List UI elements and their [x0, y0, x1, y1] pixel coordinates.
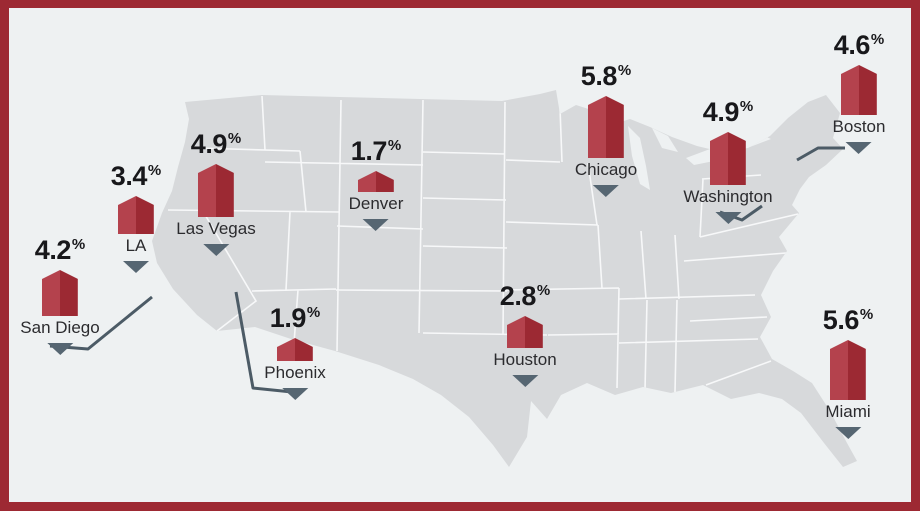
location-pointer-icon — [123, 260, 149, 273]
value-label: 4.2 % — [35, 237, 85, 264]
value-column-bar — [276, 338, 313, 361]
value-number: 4.6 — [833, 30, 871, 60]
value-number: 1.7 — [350, 136, 388, 166]
value-label: 5.6 % — [823, 307, 873, 334]
percent-sign: % — [71, 236, 86, 253]
lake-huron — [652, 128, 678, 152]
location-pointer-icon — [282, 387, 308, 400]
location-pointer-icon — [593, 184, 619, 197]
value-label: 1.9 % — [270, 305, 320, 332]
city-label: Washington — [683, 187, 773, 206]
marker-column-group: 4.6 % — [834, 32, 884, 115]
value-number: 1.9 — [269, 303, 307, 333]
city-label: Las Vegas — [176, 219, 256, 238]
marker-label-group: Las Vegas — [176, 219, 256, 256]
percent-sign: % — [227, 130, 242, 147]
value-column-bar — [197, 164, 234, 217]
marker-column-group: 1.9 % — [270, 305, 320, 361]
city-label: LA — [125, 236, 147, 255]
value-column-bar — [506, 316, 543, 348]
city-label: Phoenix — [264, 363, 326, 382]
marker-label-group: Houston — [493, 350, 557, 387]
value-column-bar — [357, 171, 394, 192]
value-label: 1.7 % — [351, 138, 401, 165]
marker-column-group: 5.6 % — [823, 307, 873, 400]
percent-sign: % — [739, 98, 754, 115]
city-label: Houston — [493, 350, 557, 369]
marker-label-group: Boston — [832, 117, 886, 154]
city-label: Miami — [825, 402, 871, 421]
marker-label-group: Washington — [683, 187, 773, 224]
marker-label-group: Chicago — [575, 160, 637, 197]
value-column-bar — [587, 96, 624, 158]
location-pointer-icon — [46, 342, 73, 355]
location-pointer-icon — [715, 211, 741, 224]
marker-label-group: Miami — [825, 402, 871, 439]
percent-sign: % — [859, 306, 874, 323]
city-label: Boston — [832, 117, 886, 136]
value-column-bar — [41, 270, 78, 316]
marker-label-group: Denver — [348, 194, 404, 231]
value-column-bar — [829, 340, 866, 400]
us-map-silhouette — [152, 90, 857, 467]
location-pointer-icon — [846, 141, 872, 154]
location-pointer-icon — [203, 243, 229, 256]
lake-michigan — [628, 126, 650, 190]
marker-label-group: San Diego — [20, 318, 100, 355]
marker-label-group: Phoenix — [264, 363, 326, 400]
value-column-bar — [709, 132, 746, 185]
marker-column-group: 1.7 % — [351, 138, 401, 192]
percent-sign: % — [147, 162, 162, 179]
value-label: 4.6 % — [834, 32, 884, 59]
value-number: 3.4 — [110, 161, 148, 191]
value-label: 4.9 % — [703, 99, 753, 126]
value-column-bar — [117, 196, 154, 234]
leader-line-phoenix — [234, 291, 293, 394]
value-number: 4.2 — [34, 235, 72, 265]
location-pointer-icon — [835, 426, 861, 439]
value-label: 3.4 % — [111, 163, 161, 190]
marker-column-group: 2.8 % — [500, 283, 550, 348]
value-label: 2.8 % — [500, 283, 550, 310]
percent-sign: % — [870, 31, 885, 48]
marker-column-group: 4.9 % — [703, 99, 753, 185]
value-number: 2.8 — [499, 281, 537, 311]
location-pointer-icon — [363, 218, 389, 231]
value-number: 5.6 — [822, 305, 860, 335]
value-label: 4.9 % — [191, 131, 241, 158]
value-column-bar — [840, 65, 877, 115]
location-pointer-icon — [511, 374, 538, 387]
percent-sign: % — [617, 62, 632, 79]
city-label: Denver — [348, 194, 404, 213]
percent-sign: % — [306, 304, 321, 321]
value-number: 5.8 — [580, 61, 618, 91]
value-number: 4.9 — [190, 129, 228, 159]
leader-line-boston — [796, 146, 845, 162]
marker-column-group: 4.9 % — [191, 131, 241, 217]
city-label: San Diego — [20, 318, 100, 337]
marker-column-group: 5.8 % — [581, 63, 631, 158]
percent-sign: % — [536, 282, 551, 299]
value-number: 4.9 — [702, 97, 740, 127]
percent-sign: % — [387, 137, 402, 154]
value-label: 5.8 % — [581, 63, 631, 90]
marker-column-group: 3.4 % — [111, 163, 161, 234]
city-label: Chicago — [574, 160, 638, 179]
marker-column-group: 4.2 % — [35, 237, 85, 316]
marker-label-group: LA — [123, 236, 149, 273]
